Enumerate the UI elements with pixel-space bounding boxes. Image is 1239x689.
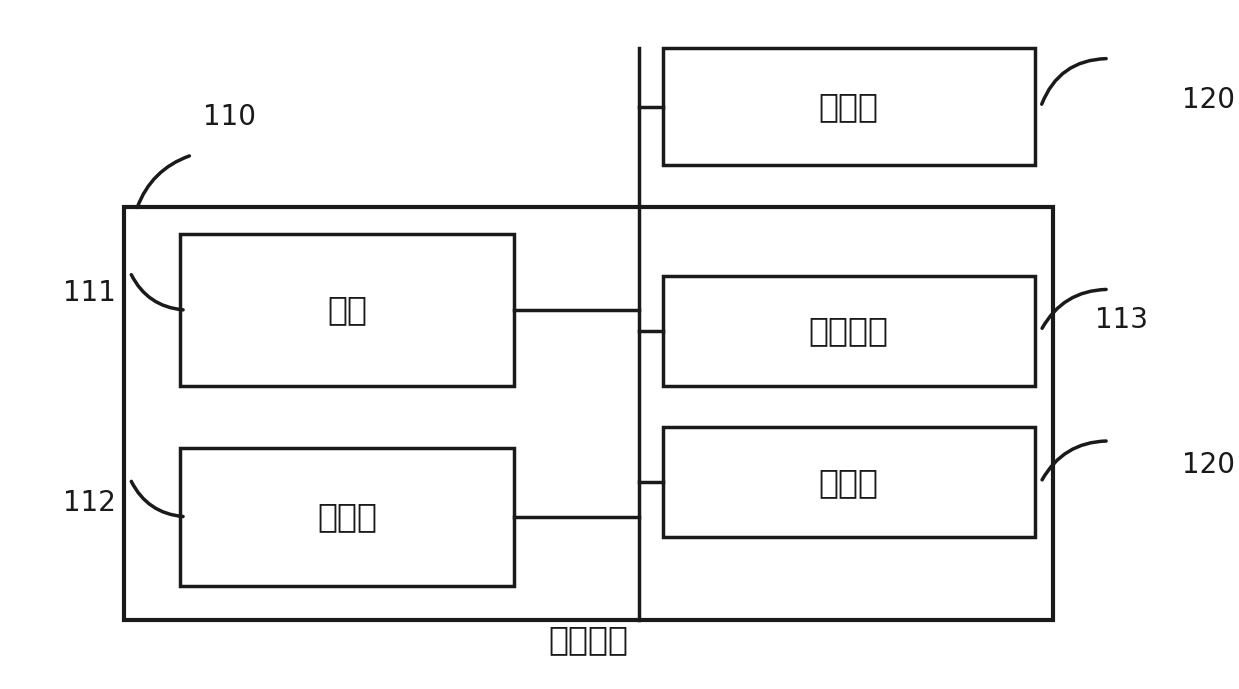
Text: 传感器: 传感器 bbox=[819, 90, 878, 123]
Bar bbox=[180, 234, 514, 386]
Bar bbox=[663, 48, 1035, 165]
Text: 存储介质: 存储介质 bbox=[809, 314, 888, 347]
Text: 113: 113 bbox=[1095, 307, 1147, 334]
Text: 110: 110 bbox=[203, 103, 255, 131]
Bar bbox=[663, 276, 1035, 386]
Text: 120: 120 bbox=[1182, 86, 1234, 114]
Text: 车载终端: 车载终端 bbox=[549, 624, 628, 657]
Bar bbox=[663, 427, 1035, 537]
Text: 处理器: 处理器 bbox=[317, 500, 377, 533]
Bar bbox=[124, 207, 1053, 620]
Text: 传感器: 传感器 bbox=[819, 466, 878, 499]
Text: 屏幕: 屏幕 bbox=[327, 294, 367, 327]
Text: 120: 120 bbox=[1182, 451, 1234, 479]
Text: 111: 111 bbox=[63, 279, 115, 307]
Text: 112: 112 bbox=[63, 489, 115, 517]
Bar bbox=[180, 448, 514, 586]
